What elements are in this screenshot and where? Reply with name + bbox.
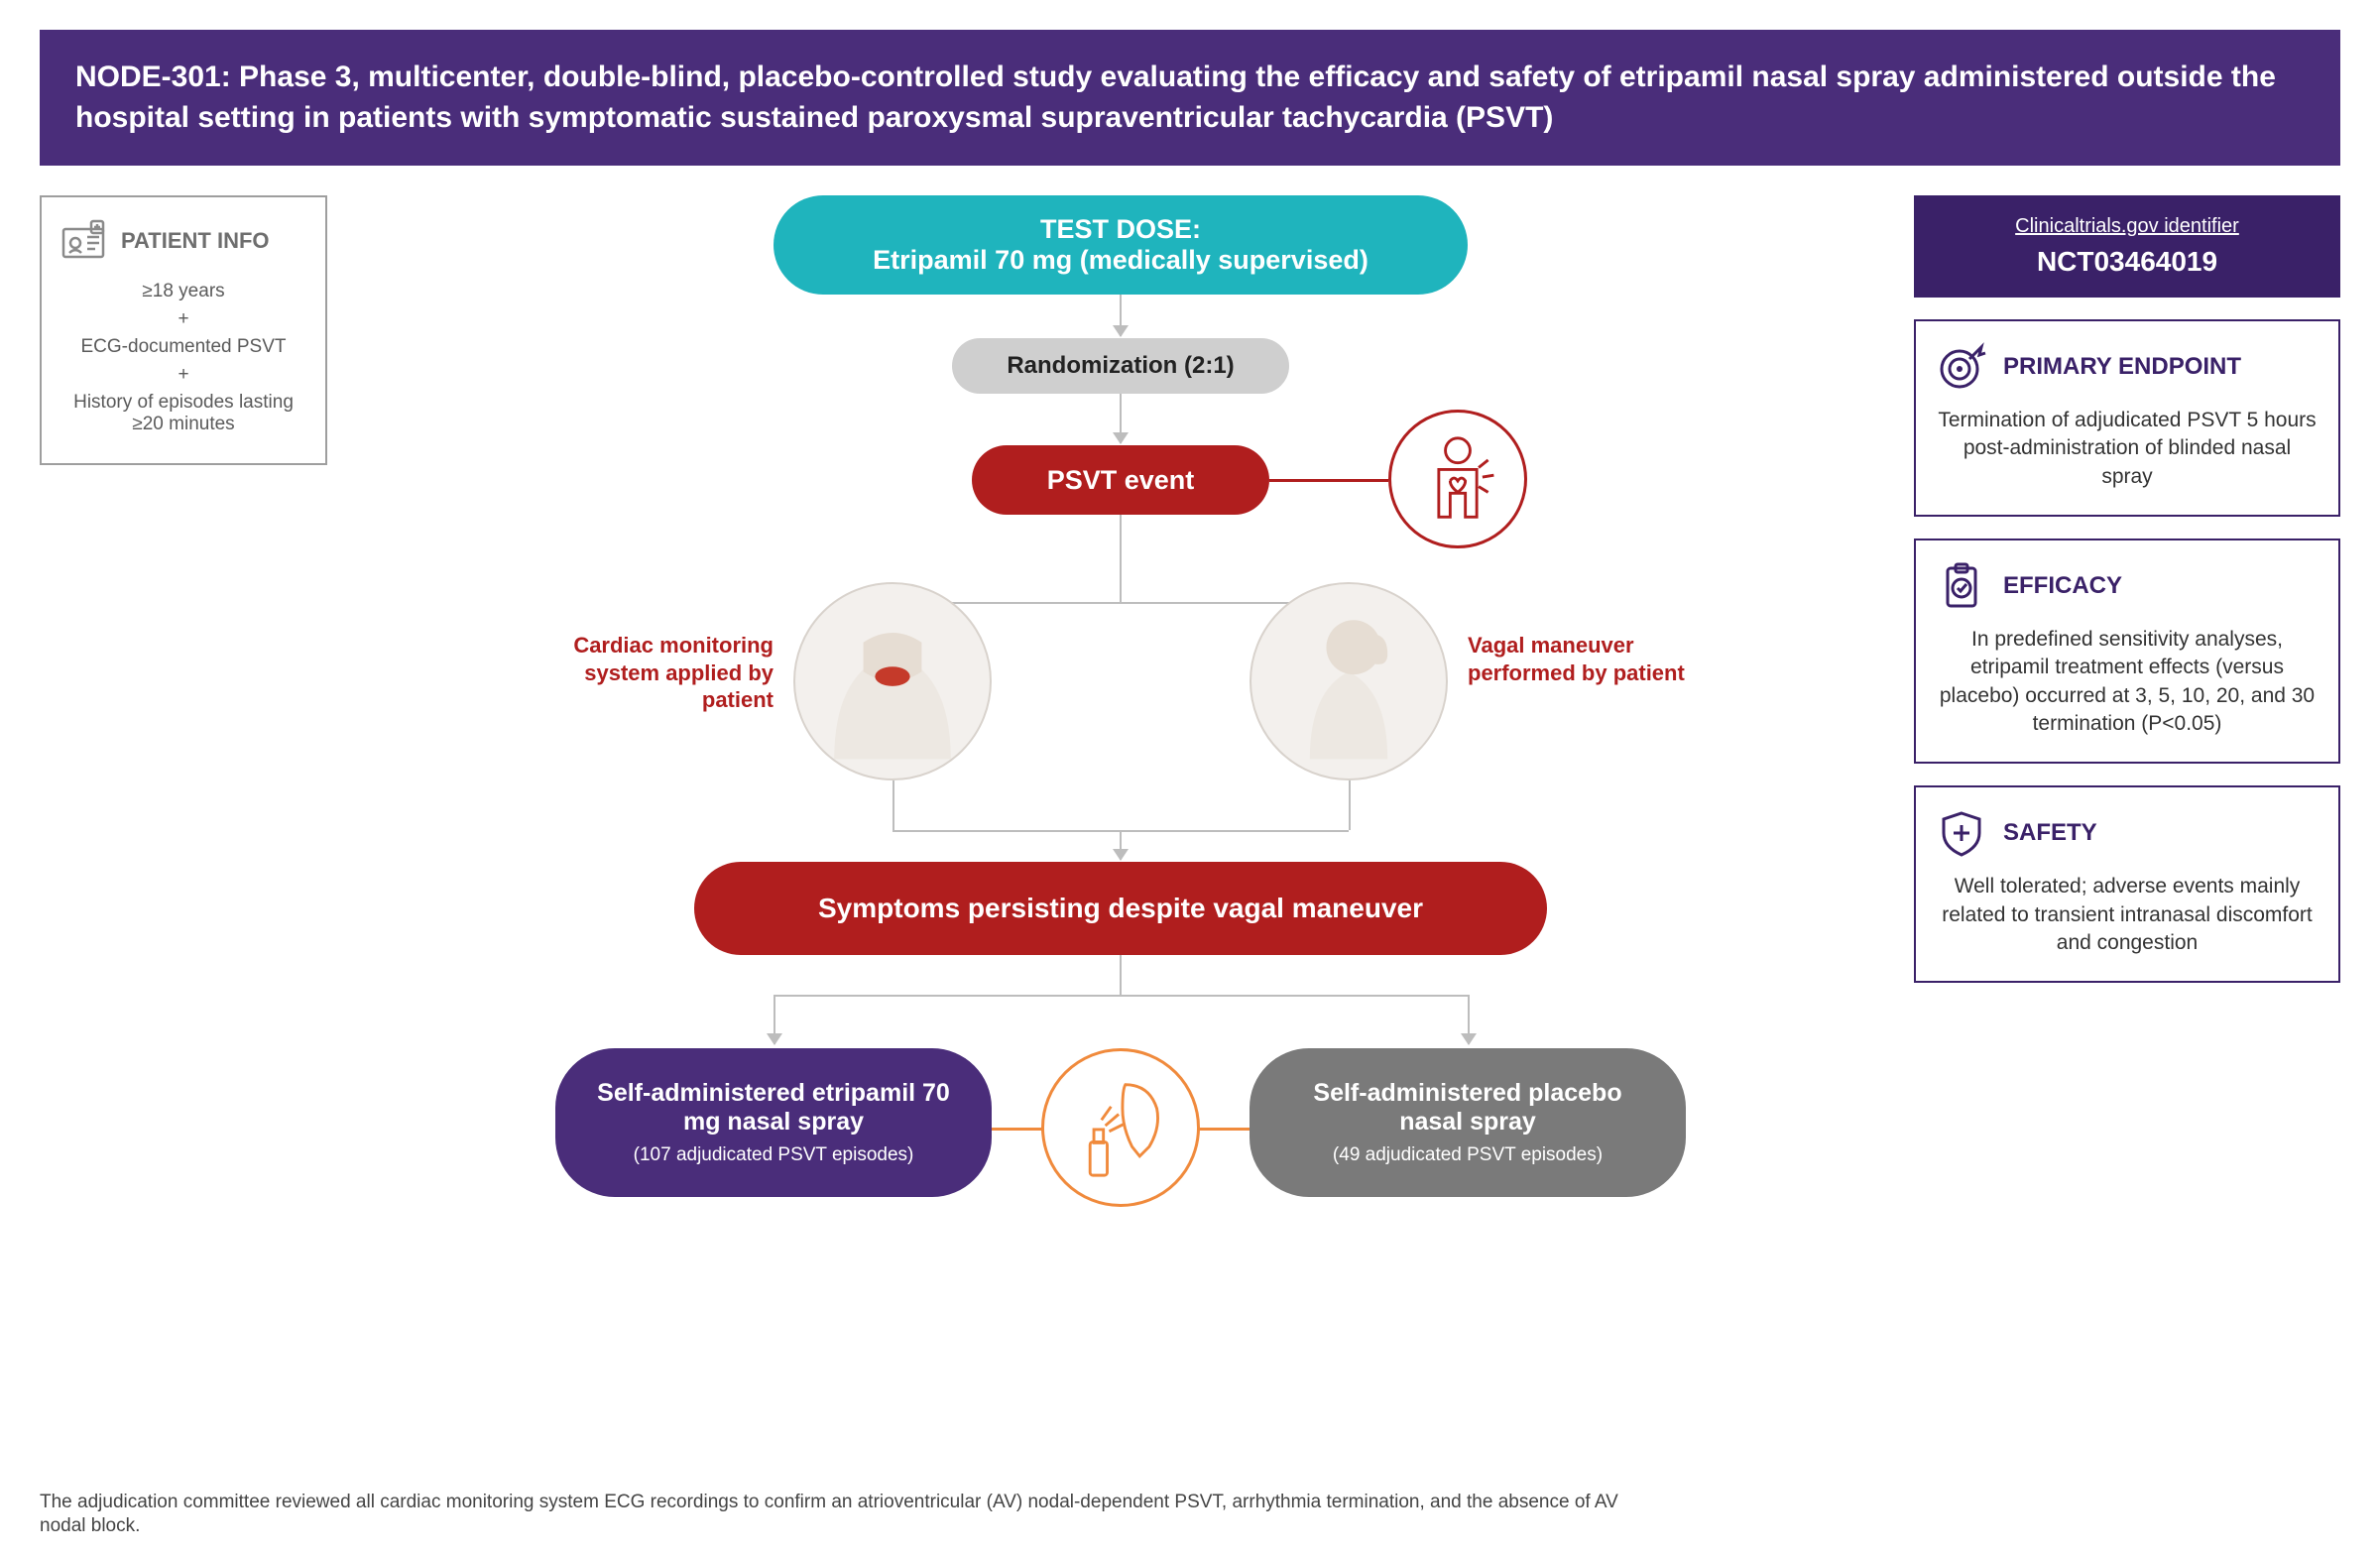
- flow-arrow: [1120, 394, 1122, 443]
- test-dose-node: TEST DOSE: Etripamil 70 mg (medically su…: [774, 195, 1468, 295]
- safety-body: Well tolerated; adverse events mainly re…: [1936, 873, 2319, 957]
- patient-info-box: PATIENT INFO ≥18 years + ECG-documented …: [40, 195, 327, 465]
- patient-criteria-2: ECG-documented PSVT: [58, 336, 309, 358]
- nasal-spray-icon: [1044, 1051, 1197, 1204]
- patient-criteria-1: ≥18 years: [58, 281, 309, 302]
- flow-arrow: [774, 995, 775, 1044]
- left-column: PATIENT INFO ≥18 years + ECG-documented …: [40, 195, 327, 1415]
- flow-arrow: [1120, 295, 1122, 336]
- nasal-spray-circle: [1041, 1048, 1200, 1207]
- connector-line: [774, 995, 1468, 997]
- safety-title: SAFETY: [2003, 820, 2097, 846]
- heart-pain-person-icon: [1391, 413, 1524, 545]
- connector-line: [1349, 780, 1351, 830]
- primary-endpoint-body: Termination of adjudicated PSVT 5 hours …: [1936, 407, 2319, 491]
- plus-sep: +: [58, 364, 309, 386]
- etripamil-arm-node: Self-administered etripamil 70 mg nasal …: [555, 1048, 992, 1197]
- clipboard-check-icon: [1936, 560, 1987, 612]
- placebo-arm-label: Self-administered placebo nasal spray: [1289, 1079, 1646, 1137]
- study-title-header: NODE-301: Phase 3, multicenter, double-b…: [40, 30, 2340, 166]
- cardiac-monitor-label: Cardiac monitoring system applied by pat…: [516, 632, 774, 714]
- randomization-node: Randomization (2:1): [952, 338, 1289, 394]
- vagal-maneuver-label: Vagal maneuver performed by patient: [1468, 632, 1726, 686]
- primary-endpoint-box: PRIMARY ENDPOINT Termination of adjudica…: [1914, 319, 2340, 517]
- symptoms-label: Symptoms persisting despite vagal maneuv…: [818, 893, 1423, 924]
- right-column: Clinicaltrials.gov identifier NCT0346401…: [1914, 195, 2340, 1415]
- patient-card-icon: [58, 215, 109, 267]
- vagal-person-icon: [1251, 584, 1446, 778]
- placebo-arm-sub: (49 adjudicated PSVT episodes): [1333, 1144, 1603, 1166]
- efficacy-title: EFFICACY: [2003, 573, 2122, 599]
- connector-line: [1120, 955, 1122, 995]
- etripamil-arm-label: Self-administered etripamil 70 mg nasal …: [595, 1079, 952, 1137]
- psvt-event-node: PSVT event: [972, 445, 1269, 515]
- vagal-maneuver-circle: [1250, 582, 1448, 780]
- test-dose-line2: Etripamil 70 mg (medically supervised): [873, 245, 1368, 276]
- study-flow-diagram: TEST DOSE: Etripamil 70 mg (medically su…: [357, 195, 1884, 1415]
- main-layout: PATIENT INFO ≥18 years + ECG-documented …: [40, 195, 2340, 1415]
- psvt-person-icon-circle: [1388, 410, 1527, 548]
- footnote-text: The adjudication committee reviewed all …: [40, 1491, 1626, 1539]
- target-icon: [1936, 341, 1987, 393]
- identifier-box: Clinicaltrials.gov identifier NCT0346401…: [1914, 195, 2340, 298]
- identifier-value: NCT03464019: [1924, 246, 2330, 278]
- safety-box: SAFETY Well tolerated; adverse events ma…: [1914, 785, 2340, 983]
- chest-monitor-icon: [795, 584, 990, 778]
- primary-endpoint-title: PRIMARY ENDPOINT: [2003, 354, 2241, 380]
- connector-line: [1120, 515, 1122, 604]
- plus-sep: +: [58, 308, 309, 330]
- symptoms-persisting-node: Symptoms persisting despite vagal maneuv…: [694, 862, 1547, 955]
- etripamil-arm-sub: (107 adjudicated PSVT episodes): [634, 1144, 914, 1166]
- flow-arrow: [1468, 995, 1470, 1044]
- cardiac-monitor-circle: [793, 582, 992, 780]
- efficacy-box: EFFICACY In predefined sensitivity analy…: [1914, 539, 2340, 764]
- connector-line: [892, 780, 894, 830]
- placebo-arm-node: Self-administered placebo nasal spray (4…: [1250, 1048, 1686, 1197]
- patient-info-title: PATIENT INFO: [121, 229, 270, 253]
- psvt-event-label: PSVT event: [1047, 465, 1195, 496]
- identifier-label: Clinicaltrials.gov identifier: [1924, 215, 2330, 238]
- connector-line: [1269, 479, 1388, 482]
- test-dose-line1: TEST DOSE:: [1040, 214, 1201, 245]
- shield-plus-icon: [1936, 807, 1987, 859]
- patient-criteria-3: History of episodes lasting ≥20 minutes: [58, 392, 309, 435]
- flow-arrow: [1120, 830, 1122, 860]
- efficacy-body: In predefined sensitivity analyses, etri…: [1936, 626, 2319, 738]
- randomization-label: Randomization (2:1): [1007, 352, 1234, 380]
